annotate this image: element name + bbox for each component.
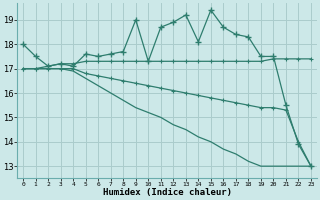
X-axis label: Humidex (Indice chaleur): Humidex (Indice chaleur) — [102, 188, 232, 197]
